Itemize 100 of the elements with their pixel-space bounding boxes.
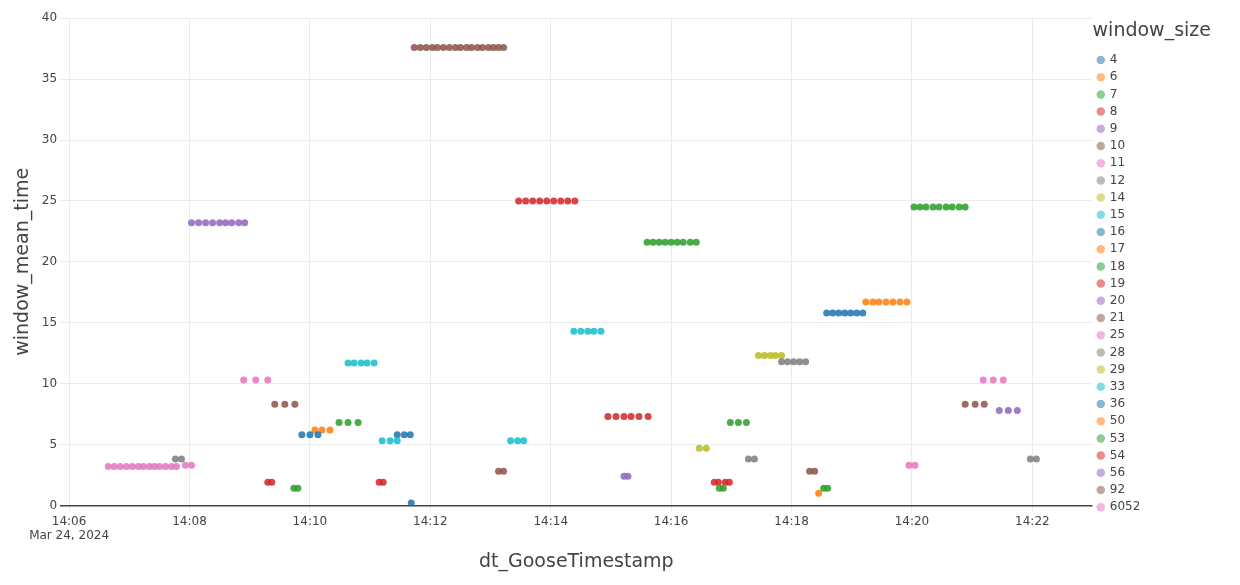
point	[714, 478, 722, 486]
point	[916, 203, 924, 211]
point	[439, 43, 447, 51]
legend-label: 6	[1109, 69, 1118, 84]
point	[935, 203, 943, 211]
point	[570, 327, 578, 335]
point	[802, 358, 810, 366]
point	[584, 327, 592, 335]
point	[407, 499, 415, 506]
point	[824, 484, 832, 492]
point	[520, 437, 528, 445]
legend-label: 54	[1109, 447, 1126, 462]
point	[679, 238, 687, 246]
point	[702, 444, 710, 452]
point	[314, 431, 322, 439]
legend-label: 53	[1109, 430, 1126, 445]
point	[335, 419, 343, 427]
point	[456, 43, 464, 51]
x-tick-label: 14:10	[292, 513, 328, 528]
point	[643, 238, 651, 246]
y-tick-label: 10	[41, 375, 58, 390]
x-tick-label: 14:14	[533, 513, 569, 528]
point	[815, 489, 823, 497]
legend-label: 25	[1109, 327, 1126, 342]
point	[172, 462, 180, 470]
point	[393, 437, 401, 445]
legend-label: 7	[1109, 86, 1118, 101]
legend-label: 20	[1109, 292, 1126, 307]
x-tick-label: 14:22	[1015, 513, 1050, 528]
point	[393, 431, 401, 439]
point	[989, 376, 997, 384]
legend-label: 21	[1109, 310, 1126, 325]
point	[500, 467, 508, 475]
point	[386, 437, 394, 445]
point	[999, 376, 1007, 384]
point	[422, 43, 430, 51]
point	[929, 203, 937, 211]
point	[750, 455, 758, 463]
point	[139, 462, 147, 470]
point	[155, 462, 163, 470]
point	[725, 478, 733, 486]
point	[692, 238, 700, 246]
point	[177, 455, 185, 463]
point	[577, 327, 585, 335]
point	[378, 437, 386, 445]
legend-label: 12	[1109, 172, 1126, 187]
point	[841, 309, 849, 317]
point	[655, 238, 663, 246]
point	[644, 412, 652, 420]
legend-label: 17	[1109, 241, 1126, 256]
legend-label: 50	[1109, 413, 1126, 428]
point	[889, 298, 897, 306]
point	[995, 406, 1003, 414]
y-tick-label: 20	[41, 253, 58, 268]
point	[875, 298, 883, 306]
point	[853, 309, 861, 317]
x-tick-label: 14:12	[413, 513, 448, 528]
point	[400, 431, 408, 439]
point	[590, 327, 598, 335]
legend-title: window_size	[1092, 18, 1212, 42]
point	[507, 437, 515, 445]
point	[612, 412, 620, 420]
legend-label: 28	[1109, 344, 1126, 359]
point	[271, 400, 279, 408]
point	[772, 352, 779, 360]
point	[128, 462, 136, 470]
legend-label: 15	[1109, 206, 1126, 221]
x-tick-label: 14:06 Mar 24, 2024	[29, 513, 110, 543]
point	[188, 461, 196, 469]
point	[635, 412, 643, 420]
point	[744, 455, 752, 463]
point	[811, 467, 819, 475]
point	[754, 352, 762, 360]
point	[905, 461, 913, 469]
y-tick-label: 25	[41, 193, 58, 208]
point	[379, 478, 387, 486]
point	[291, 400, 299, 408]
point	[281, 400, 289, 408]
point	[171, 455, 179, 463]
legend-label: 11	[1109, 155, 1126, 170]
point	[228, 219, 236, 227]
legend-label: 92	[1109, 482, 1126, 497]
y-tick-label: 5	[49, 436, 58, 451]
point	[620, 412, 628, 420]
point	[410, 43, 418, 51]
legend-label: 9	[1109, 120, 1118, 135]
x-tick-label: 14:08	[172, 513, 207, 528]
point	[195, 219, 203, 227]
point	[564, 197, 572, 205]
point	[911, 461, 919, 469]
y-tick-label: 15	[41, 314, 58, 329]
legend-label: 8	[1109, 103, 1118, 118]
point	[948, 203, 956, 211]
point	[961, 400, 969, 408]
legend-label: 33	[1109, 378, 1126, 393]
point	[202, 219, 210, 227]
point	[784, 358, 792, 366]
x-axis-title: dt_GooseTimestamp	[479, 548, 674, 572]
point	[416, 43, 424, 51]
legend-label: 4	[1109, 52, 1118, 67]
